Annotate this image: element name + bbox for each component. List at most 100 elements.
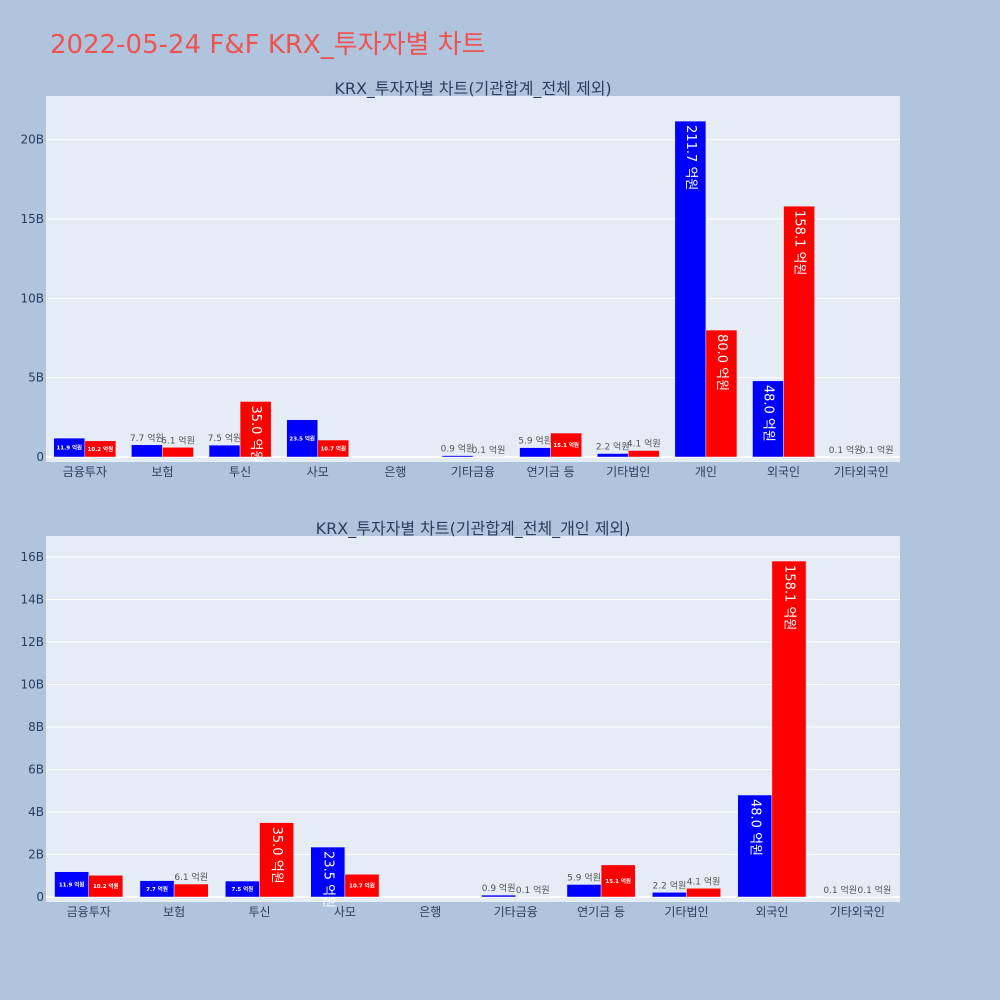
y-tick-label: 8B [28, 720, 44, 734]
bar-value-label: 35.0 억원 [248, 405, 263, 462]
bar-value-label: 7.7 억원 [130, 432, 164, 444]
x-tick-label: 기타금융 [451, 465, 495, 479]
bar-buy [596, 453, 629, 458]
y-tick-label: 16B [20, 550, 44, 564]
bar-value-label: 10.7 억원 [320, 445, 346, 453]
bar-buy [481, 894, 516, 898]
bar-value-label: 158.1 억원 [792, 210, 807, 275]
y-tick-label: 10B [20, 678, 44, 692]
bar-value-label: 2.2 억원 [596, 441, 630, 453]
bar-value-label: 0.1 억원 [823, 884, 857, 896]
bar-value-label: 0.1 억원 [829, 444, 863, 456]
bar-sell [239, 401, 272, 458]
x-tick-label: 연기금 등 [527, 465, 575, 479]
bar-buy [652, 892, 687, 898]
bar-value-label: 7.5 억원 [208, 432, 242, 444]
bar-buy [674, 120, 707, 458]
bar-sell [771, 560, 807, 898]
bar-value-label: 23.5 억원 [289, 434, 315, 442]
x-tick-label: 외국인 [755, 905, 788, 919]
bar-value-label: 10.2 억원 [93, 882, 119, 890]
bar-value-label: 0.9 억원 [482, 882, 516, 894]
bar-value-label: 11.9 억원 [59, 880, 85, 888]
bar-sell [173, 883, 209, 898]
bar-value-label: 0.1 억원 [516, 884, 550, 896]
y-tick-label: 10B [20, 291, 44, 305]
bar-value-label: 158.1 억원 [781, 565, 796, 630]
bar-sell [344, 874, 380, 898]
y-tick-label: 12B [20, 635, 44, 649]
y-tick-label: 6B [28, 763, 44, 777]
bar-value-label: 4.1 억원 [687, 875, 721, 887]
chart-bottom: KRX_투자자별 차트(기관합계_전체_개인 제외) 0 2B 4B 6B 8B 10B 12… [20, 519, 900, 919]
x-tick-label: 외국인 [767, 465, 800, 479]
y-tick-label: 0 [36, 450, 44, 464]
bar-buy [737, 794, 773, 898]
bar-value-label: 0.1 억원 [860, 444, 894, 456]
bar-value-label: 7.5 억원 [232, 885, 254, 893]
bar-sell [783, 205, 815, 458]
x-tick-label: 투신 [248, 905, 270, 919]
bar-value-label: 48.0 억원 [747, 799, 762, 856]
x-tick-label: 기타법인 [664, 905, 708, 919]
x-tick-label: 은행 [419, 904, 441, 919]
bar-value-label: 6.1 억원 [174, 871, 208, 883]
bar-value-label: 5.9 억원 [518, 435, 552, 447]
bar-sell [84, 440, 117, 458]
bar-buy [441, 455, 474, 458]
bar-value-label: 0.1 억원 [858, 884, 892, 896]
bar-buy [131, 444, 163, 458]
x-tick-label: 개인 [695, 465, 717, 479]
x-tick-label: 사모 [334, 905, 356, 919]
x-tick-label: 보험 [151, 465, 173, 479]
bar-buy [310, 846, 346, 898]
bar-buy [752, 380, 784, 458]
x-tick-label: 투신 [229, 465, 251, 479]
bar-value-label: 2.2 억원 [653, 879, 687, 891]
x-tick-label: 기타외국인 [830, 905, 885, 919]
bar-buy [286, 419, 318, 458]
bar-sell [317, 439, 350, 458]
bar-sell [600, 864, 636, 898]
bar-buy [519, 447, 551, 458]
bar-value-label: 35.0 억원 [269, 827, 284, 884]
page-title: 2022-05-24 F&F KRX_투자자별 차트 [50, 30, 486, 60]
bar-sell [550, 432, 582, 458]
bar-value-label: 15.1 억원 [553, 441, 579, 449]
y-tick-label: 5B [28, 371, 44, 385]
bar-sell [259, 822, 294, 898]
bar-value-label: 11.9 억원 [56, 444, 82, 452]
bar-value-label: 6.1 억원 [161, 434, 195, 446]
bar-sell [88, 875, 124, 898]
x-tick-label: 기타외국인 [834, 465, 889, 479]
chart-title: KRX_투자자별 차트(기관합계_전체 제외) [334, 79, 611, 99]
bar-sell [162, 447, 194, 458]
bar-value-label: 48.0 억원 [761, 385, 776, 442]
y-tick-label: 0 [36, 890, 44, 904]
bar-value-label: 80.0 억원 [714, 334, 729, 391]
bar-value-label: 0.9 억원 [441, 443, 475, 455]
bar-value-label: 23.5 억원 [320, 851, 335, 908]
bar-value-label: 7.7 억원 [146, 885, 168, 893]
y-tick-label: 20B [20, 133, 44, 147]
bar-value-label: 15.1 억원 [605, 877, 631, 885]
bar-buy [208, 444, 241, 458]
y-tick-label: 2B [28, 848, 44, 862]
bar-buy [566, 884, 602, 898]
x-tick-label: 기타금융 [494, 905, 538, 919]
bar-sell [686, 888, 721, 898]
y-tick-label: 15B [20, 212, 44, 226]
bar-value-label: 10.7 억원 [349, 882, 375, 890]
bar-value-label: 0.1 억원 [472, 444, 506, 456]
x-tick-label: 은행 [384, 464, 406, 479]
x-tick-label: 금융투자 [63, 465, 107, 479]
bar-sell [628, 450, 660, 458]
chart-top: KRX_투자자별 차트(기관합계_전체 제외) 0 5B 10B 15B 20B 11.9 … [20, 79, 900, 479]
bar-sell [705, 329, 738, 458]
x-tick-label: 기타법인 [606, 465, 650, 479]
x-tick-label: 연기금 등 [577, 905, 625, 919]
bar-value-label: 10.2 억원 [88, 445, 114, 453]
y-tick-label: 14B [20, 593, 44, 607]
bar-value-label: 4.1 억원 [627, 437, 661, 449]
bar-buy [54, 871, 89, 898]
